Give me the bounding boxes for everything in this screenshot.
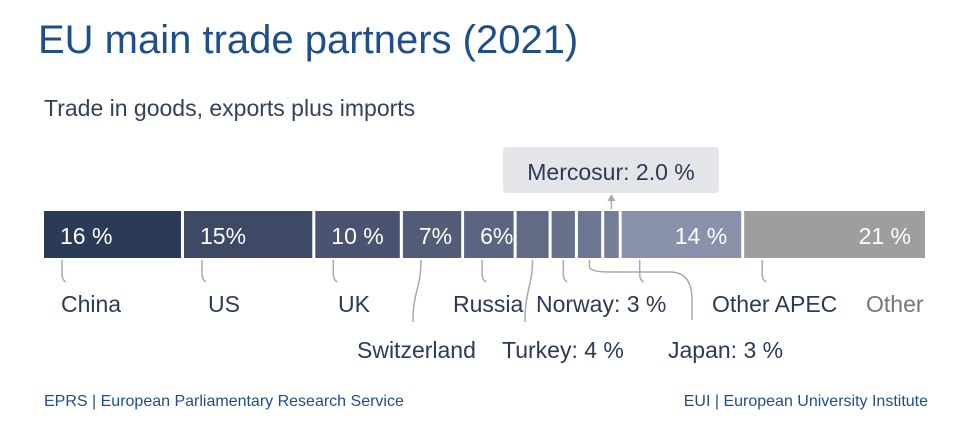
bar-segment-norway — [551, 211, 575, 258]
connector-us — [201, 260, 207, 283]
category-label-other-apec: Other APEC — [712, 291, 837, 317]
connector-russia — [481, 260, 487, 283]
category-label-norway: Norway: 3 % — [536, 291, 666, 317]
bar-segment-mercosur — [604, 211, 619, 258]
bar-value-label-switzerland: 7% — [419, 223, 452, 249]
connector-other — [761, 260, 767, 283]
category-label-us: US — [208, 291, 240, 317]
connector-uk — [332, 260, 338, 283]
connector-china — [61, 260, 67, 283]
connector-other-apec — [638, 260, 645, 283]
category-label-uk: UK — [338, 291, 371, 317]
bar-segment-switzerland — [402, 211, 462, 258]
category-label-switzerland: Switzerland — [357, 337, 476, 363]
page-title: EU main trade partners (2021) — [38, 18, 579, 62]
bar-segment-china — [44, 211, 181, 258]
bar-segment-japan — [577, 211, 602, 258]
bar-value-label-other: 21 % — [859, 223, 911, 249]
bar-segment-other-apec — [621, 211, 742, 258]
callout-box-mercosur — [503, 147, 719, 193]
category-label-russia: Russia — [453, 291, 524, 317]
bar-value-label-russia: 6% — [480, 223, 513, 249]
bar-value-label-uk: 10 % — [331, 223, 383, 249]
chart-subtitle: Trade in goods, exports plus imports — [44, 95, 416, 121]
bar-value-label-other-apec: 14 % — [675, 223, 727, 249]
bar-segment-uk — [315, 211, 400, 258]
bar-segment-us — [184, 211, 313, 258]
category-label-china: China — [61, 291, 121, 317]
bar-segment-russia — [464, 211, 514, 258]
category-label-japan: Japan: 3 % — [668, 337, 783, 363]
connector-turkey — [524, 259, 534, 323]
bar-value-label-us: 15% — [200, 223, 246, 249]
source-right: EUI | European University Institute — [683, 393, 928, 410]
category-label-mercosur: Mercosur: 2.0 % — [527, 159, 694, 185]
connector-norway — [562, 260, 568, 283]
connector-switzerland — [412, 259, 422, 323]
connector-arrow-mercosur — [607, 194, 616, 201]
bar-segment-other — [744, 211, 925, 258]
bar-segment-turkey — [516, 211, 549, 258]
category-label-other: Other — [866, 291, 924, 317]
category-label-turkey: Turkey: 4 % — [502, 337, 624, 363]
bar-value-label-china: 16 % — [60, 223, 112, 249]
source-left: EPRS | European Parliamentary Research S… — [44, 393, 404, 410]
